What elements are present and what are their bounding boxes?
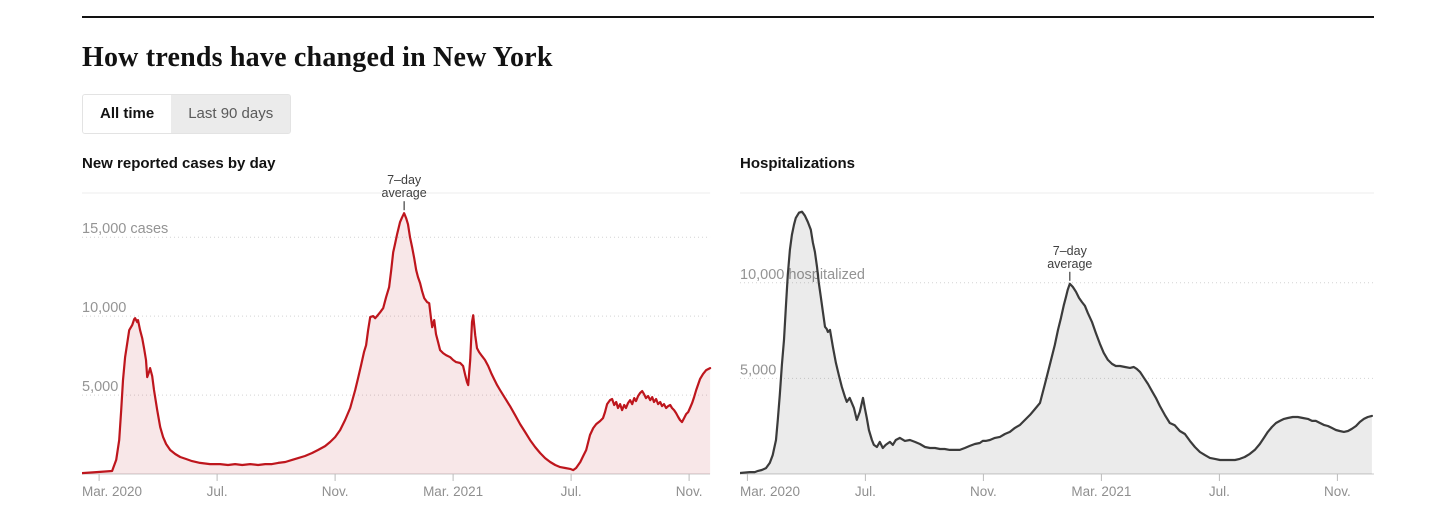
trend-line [740, 210, 1373, 475]
x-axis-label: Mar. 2020 [82, 484, 142, 499]
hospitalizations-chart-panel: Hospitalizations 10,000 hospitalized 5,00… [740, 150, 1380, 520]
x-axis-label: Mar. 2020 [740, 484, 800, 499]
page-title: How trends have changed in New York [82, 42, 553, 73]
area-fill [82, 213, 711, 474]
x-axis-label: Nov. [970, 484, 997, 499]
annotation-label: average [1047, 257, 1092, 271]
annotation-label: 7–day [387, 173, 422, 187]
annotation-label: 7–day [1053, 244, 1088, 258]
hospitalizations-chart-title: Hospitalizations [740, 155, 856, 172]
toggle-all-time[interactable]: All time [83, 95, 172, 133]
y-axis-label: 5,000 [82, 379, 118, 395]
time-range-toggle: All time Last 90 days [82, 94, 292, 134]
x-axis-label: Nov. [676, 484, 703, 499]
y-axis-label: 10,000 hospitalized [740, 267, 865, 283]
annotation-label: average [382, 186, 427, 200]
x-axis-label: Nov. [1324, 484, 1351, 499]
x-axis-label: Nov. [322, 484, 349, 499]
x-axis-label: Jul. [561, 484, 582, 499]
y-axis-label: 15,000 cases [82, 221, 168, 237]
y-axis-label: 10,000 [82, 300, 126, 316]
x-axis-label: Mar. 2021 [423, 484, 483, 499]
hospitalizations-chart: 10,000 hospitalized 5,000 Mar. 2020 Jul. Nov… [740, 192, 1374, 499]
cases-chart-title: New reported cases by day [82, 155, 276, 172]
cases-chart-panel: New reported cases by day 15,000 cases 10… [82, 150, 714, 520]
cases-chart: 15,000 cases 10,000 5,000 Mar. 2020 Jul. Nov.… [82, 173, 712, 499]
toggle-last-90-days[interactable]: Last 90 days [171, 95, 291, 133]
y-axis-label: 5,000 [740, 362, 776, 378]
section-divider-rule [82, 16, 1374, 18]
x-axis-label: Jul. [207, 484, 228, 499]
x-axis-label: Mar. 2021 [1071, 484, 1131, 499]
trend-line [82, 212, 712, 475]
x-axis-label: Jul. [1209, 484, 1230, 499]
x-axis-label: Jul. [855, 484, 876, 499]
